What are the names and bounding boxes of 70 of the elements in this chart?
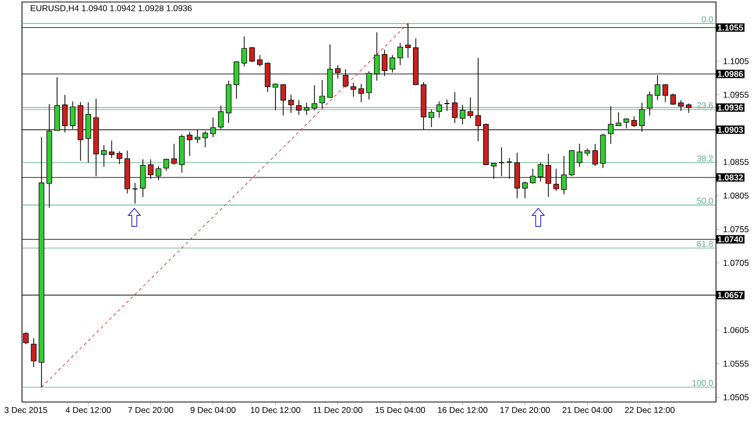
x-tick-label: 11 Dec 20:00 — [314, 407, 362, 414]
annotation: 50.0 — [697, 198, 713, 204]
chart-title: EURUSD,H4 1.0940 1.0942 1.0928 1.0936 — [30, 5, 192, 12]
candlestick — [678, 100, 684, 112]
candlestick — [116, 150, 122, 164]
candlestick — [452, 92, 458, 124]
candlestick — [350, 82, 356, 98]
candlestick — [171, 143, 177, 166]
candlestick — [358, 84, 364, 103]
candlestick — [616, 112, 622, 126]
x-tick-label: 21 Dec 04:00 — [562, 407, 612, 414]
candlestick — [108, 140, 114, 158]
x-tick-label: 4 Dec 12:00 — [66, 407, 111, 414]
y-tick-label: 1.0505 — [724, 394, 749, 400]
candlestick — [646, 91, 653, 116]
y-tick-label: 1.0855 — [724, 159, 749, 165]
candlestick — [631, 116, 637, 128]
x-tick-label: 3 Dec 2015 — [4, 407, 48, 414]
x-tick-label: 9 Dec 04:00 — [190, 407, 236, 414]
candlestick — [444, 99, 450, 112]
candlestick — [249, 46, 255, 62]
candlestick — [576, 143, 582, 168]
ref-line-label: 1.0657 — [718, 292, 743, 298]
x-tick-label: 17 Dec 20:00 — [500, 407, 550, 414]
candlestick — [686, 103, 692, 114]
x-tick-label: 15 Dec 04:00 — [376, 407, 426, 414]
candlestick — [163, 158, 170, 172]
y-tick-label: 1.1005 — [724, 58, 749, 64]
x-tick-label: 16 Dec 12:00 — [438, 407, 488, 414]
y-tick-label: 1.0605 — [724, 327, 749, 334]
candlestick — [288, 94, 294, 114]
candlestick — [132, 182, 138, 204]
candlestick — [592, 143, 598, 166]
candlestick — [280, 84, 286, 116]
ref-line-label: 1.0740 — [718, 236, 743, 242]
candlestick — [319, 80, 326, 109]
ref-line-label: 1.0832 — [718, 174, 743, 180]
candlestick — [257, 54, 263, 67]
ref-line-label: 1.0903 — [718, 126, 743, 133]
candlestick — [296, 100, 302, 116]
y-tick-label: 1.0555 — [724, 360, 749, 367]
x-tick-label: 22 Dec 12:00 — [624, 407, 675, 414]
annotation: 61.8 — [697, 240, 713, 247]
ref-line-label: 1.0986 — [718, 70, 743, 77]
annotation: 100.0 — [692, 380, 713, 386]
annotation: 38.2 — [697, 155, 713, 162]
candlestick — [312, 84, 318, 111]
y-tick-label: 1.0805 — [724, 192, 749, 199]
y-tick-label: 1.0955 — [724, 92, 749, 98]
x-tick-label: 10 Dec 12:00 — [250, 407, 300, 414]
y-tick-label: 1.0705 — [724, 260, 749, 266]
candlestick — [468, 97, 474, 119]
annotation: 23.6 — [697, 102, 713, 108]
candlestick — [670, 93, 676, 106]
candlestick — [436, 101, 442, 118]
candlestick — [522, 181, 528, 199]
ref-line-label: 1.1055 — [718, 24, 744, 31]
candlestick — [662, 84, 668, 103]
candlestick — [304, 102, 310, 116]
candlestick — [241, 36, 248, 67]
candlestick — [101, 144, 107, 168]
annotation: 0.0 — [702, 16, 713, 22]
candlestick — [272, 82, 278, 111]
candlestick — [460, 104, 466, 125]
y-tick-label: 1.0755 — [724, 226, 749, 232]
x-tick-label: 7 Dec 20:00 — [128, 407, 174, 414]
candlestick — [428, 109, 434, 128]
ref-line-label: 1.0936 — [718, 104, 743, 111]
candlestick — [397, 42, 403, 66]
candlestick — [30, 338, 36, 368]
